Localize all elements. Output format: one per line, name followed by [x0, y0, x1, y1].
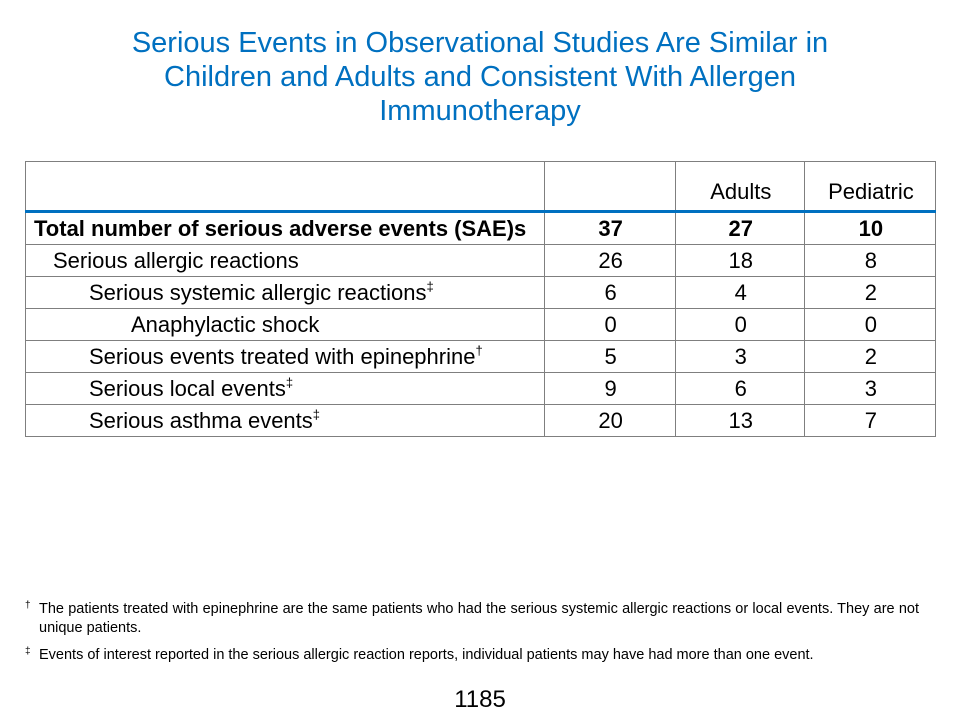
table-header-row: Adults Pediatric	[25, 161, 937, 213]
row-label-text: Total number of serious adverse events (…	[34, 216, 527, 241]
cell-pediatric: 8	[803, 244, 937, 277]
row-label: Serious systemic allergic reactions‡	[25, 276, 545, 309]
row-label: Serious events treated with epinephrine†	[25, 340, 545, 373]
cell-pediatric: 0	[803, 308, 937, 341]
cell-adults: 27	[674, 211, 805, 245]
cell-adults: 0	[674, 308, 805, 341]
cell-pediatric: 7	[803, 404, 937, 437]
cell-adults: 4	[674, 276, 805, 309]
cell-total: 26	[543, 244, 676, 277]
row-label: Serious allergic reactions	[25, 244, 545, 277]
row-label: Serious asthma events‡	[25, 404, 545, 437]
cell-pediatric: 2	[803, 276, 937, 309]
cell-adults: 18	[674, 244, 805, 277]
row-footnote-mark: †	[475, 343, 483, 358]
cell-total: 37	[543, 211, 676, 245]
slide-title: Serious Events in Observational Studies …	[20, 26, 940, 128]
title-line-1: Serious Events in Observational Studies …	[131, 27, 829, 59]
cell-total: 0	[543, 308, 676, 341]
footnote-text: Events of interest reported in the serio…	[39, 647, 814, 663]
footnote-mark: †	[25, 600, 31, 611]
header-cell-adults: Adults	[674, 161, 805, 213]
cell-total: 9	[543, 372, 676, 405]
row-label-text: Anaphylactic shock	[131, 312, 320, 337]
table-row: Serious systemic allergic reactions‡ 6 4…	[25, 276, 937, 309]
cell-pediatric: 3	[803, 372, 937, 405]
row-label: Anaphylactic shock	[25, 308, 545, 341]
footnote-double-dagger: ‡ Events of interest reported in the ser…	[25, 646, 919, 665]
cell-total: 6	[543, 276, 676, 309]
row-label-text: Serious asthma events	[89, 408, 313, 433]
cell-pediatric: 2	[803, 340, 937, 373]
table-row: Serious local events‡ 9 6 3	[25, 372, 937, 405]
row-label-text: Serious events treated with epinephrine	[89, 344, 476, 369]
header-cell-total	[543, 161, 676, 213]
row-footnote-mark: ‡	[312, 407, 321, 422]
table-row: Serious asthma events‡ 20 13 7	[25, 404, 937, 437]
cell-total: 20	[543, 404, 676, 437]
cell-adults: 13	[674, 404, 805, 437]
row-label-text: Serious allergic reactions	[53, 248, 299, 273]
header-cell-pediatric: Pediatric	[803, 161, 937, 213]
cell-adults: 3	[674, 340, 805, 373]
serious-events-table: Adults Pediatric Total number of serious…	[25, 161, 937, 437]
table-row: Total number of serious adverse events (…	[25, 211, 937, 245]
table-row: Serious allergic reactions 26 18 8	[25, 244, 937, 277]
page-number: 1185	[454, 686, 506, 713]
footnote-mark: ‡	[25, 646, 31, 657]
footnote-dagger: † The patients treated with epinephrine …	[25, 600, 919, 638]
title-line-3: Immunotherapy	[379, 95, 581, 127]
footnote-text: The patients treated with epinephrine ar…	[39, 601, 919, 636]
table-row: Serious events treated with epinephrine†…	[25, 340, 937, 373]
row-label: Serious local events‡	[25, 372, 545, 405]
row-label-text: Serious systemic allergic reactions	[89, 280, 427, 305]
header-cell-label	[25, 161, 545, 213]
cell-adults: 6	[674, 372, 805, 405]
title-line-2: Children and Adults and Consistent With …	[164, 61, 796, 93]
row-label: Total number of serious adverse events (…	[25, 211, 545, 245]
row-label-text: Serious local events	[89, 376, 286, 401]
row-footnote-mark: ‡	[426, 279, 434, 294]
cell-total: 5	[543, 340, 676, 373]
cell-pediatric: 10	[803, 211, 937, 245]
table-row: Anaphylactic shock 0 0 0	[25, 308, 937, 341]
row-footnote-mark: ‡	[285, 375, 294, 390]
